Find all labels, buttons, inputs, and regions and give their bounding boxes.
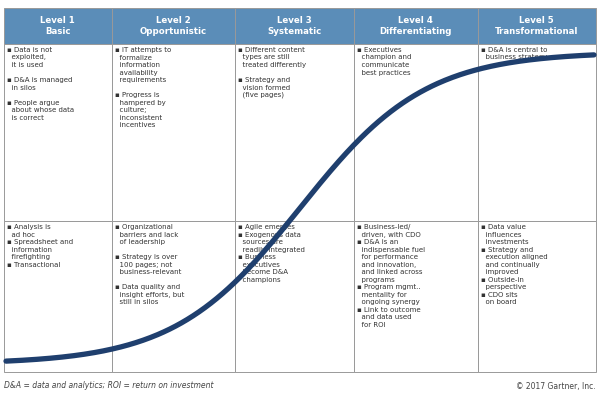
- Bar: [354, 44, 478, 221]
- Text: ▪ IT attempts to
  formalize
  information
  availability
  requirements

▪ Prog: ▪ IT attempts to formalize information a…: [115, 47, 171, 128]
- Text: Level 3
Systematic: Level 3 Systematic: [268, 16, 322, 36]
- Text: ▪ Executives
  champion and
  communicate
  best practices: ▪ Executives champion and communicate be…: [357, 47, 411, 76]
- Text: ▪ D&A is central to
  business strategy: ▪ D&A is central to business strategy: [481, 47, 547, 60]
- Bar: [235, 8, 354, 44]
- Bar: [478, 8, 596, 44]
- Bar: [478, 221, 596, 372]
- Text: ▪ Data value
  influences
  investments
▪ Strategy and
  execution aligned
  and: ▪ Data value influences investments ▪ St…: [481, 224, 547, 305]
- Bar: [112, 221, 235, 372]
- Text: Level 2
Opportunistic: Level 2 Opportunistic: [140, 16, 207, 36]
- Bar: [4, 44, 112, 221]
- Text: D&A = data and analytics; ROI = return on investment: D&A = data and analytics; ROI = return o…: [4, 382, 214, 390]
- Bar: [354, 8, 478, 44]
- Text: ▪ Different content
  types are still
  treated differently

▪ Strategy and
  vi: ▪ Different content types are still trea…: [238, 47, 307, 98]
- Bar: [112, 44, 235, 221]
- Text: ▪ Analysis is
  ad hoc
▪ Spreadsheet and
  information
  firefighting
▪ Transact: ▪ Analysis is ad hoc ▪ Spreadsheet and i…: [7, 224, 73, 268]
- Text: Level 5
Transformational: Level 5 Transformational: [495, 16, 578, 36]
- Bar: [478, 44, 596, 221]
- Text: ▪ Business-led/
  driven, with CDO
▪ D&A is an
  indispensable fuel
  for perfor: ▪ Business-led/ driven, with CDO ▪ D&A i…: [357, 224, 425, 328]
- Bar: [354, 221, 478, 372]
- Bar: [112, 8, 235, 44]
- Text: Level 4
Differentiating: Level 4 Differentiating: [380, 16, 452, 36]
- Bar: [235, 44, 354, 221]
- Text: © 2017 Gartner, Inc.: © 2017 Gartner, Inc.: [517, 382, 596, 390]
- Bar: [235, 221, 354, 372]
- Bar: [4, 8, 112, 44]
- Text: ▪ Organizational
  barriers and lack
  of leadership

▪ Strategy is over
  100 p: ▪ Organizational barriers and lack of le…: [115, 224, 184, 305]
- Text: ▪ Agile emerges
▪ Exogenous data
  sources are
  readily integrated
▪ Business
 : ▪ Agile emerges ▪ Exogenous data sources…: [238, 224, 305, 283]
- Text: Level 1
Basic: Level 1 Basic: [40, 16, 75, 36]
- Bar: [4, 221, 112, 372]
- Text: ▪ Data is not
  exploited,
  it is used

▪ D&A is managed
  in silos

▪ People a: ▪ Data is not exploited, it is used ▪ D&…: [7, 47, 74, 120]
